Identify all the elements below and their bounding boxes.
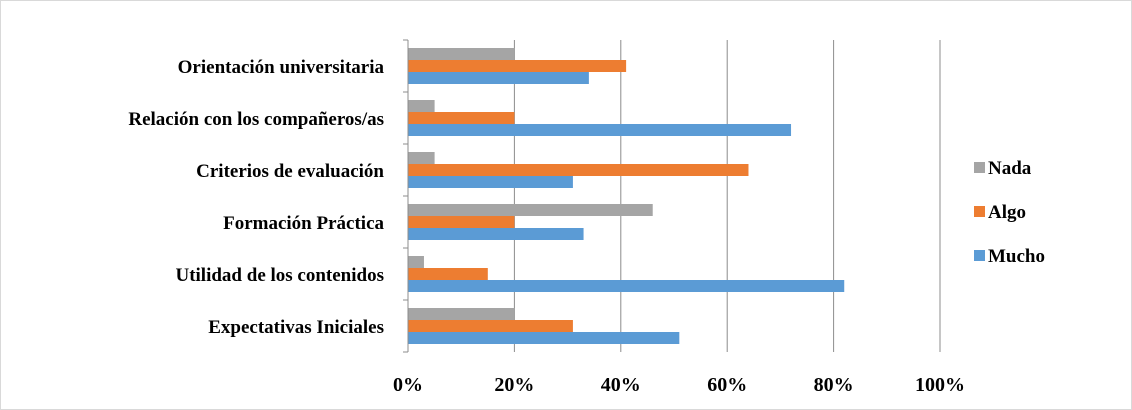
x-tick-label: 60%: [707, 374, 747, 396]
legend-label-mucho: Mucho: [988, 246, 1045, 267]
legend-swatch-mucho: [974, 250, 985, 261]
bar-mucho-utilidad-de-los-contenidos: [408, 280, 844, 292]
x-tick-label: 0%: [393, 374, 423, 396]
bar-nada-orientacion-universitaria: [408, 48, 514, 60]
bar-nada-utilidad-de-los-contenidos: [408, 256, 424, 268]
category-label: Relación con los compañeros/as: [128, 109, 384, 130]
bar-algo-relacion-con-los-companeros-as: [408, 112, 514, 124]
bar-mucho-orientacion-universitaria: [408, 72, 589, 84]
bar-nada-formacion-practica: [408, 204, 653, 216]
bar-nada-relacion-con-los-companeros-as: [408, 100, 435, 112]
bar-nada-expectativas-iniciales: [408, 308, 514, 320]
bar-algo-utilidad-de-los-contenidos: [408, 268, 488, 280]
bar-algo-formacion-practica: [408, 216, 514, 228]
legend-label-algo: Algo: [988, 202, 1026, 223]
x-tick-label: 80%: [814, 374, 854, 396]
x-tick-label: 40%: [601, 374, 641, 396]
bar-nada-criterios-de-evaluacion: [408, 152, 435, 164]
bar-algo-orientacion-universitaria: [408, 60, 626, 72]
bar-mucho-expectativas-iniciales: [408, 332, 679, 344]
bar-mucho-criterios-de-evaluacion: [408, 176, 573, 188]
category-label: Orientación universitaria: [178, 57, 385, 78]
bar-mucho-relacion-con-los-companeros-as: [408, 124, 791, 136]
category-label: Utilidad de los contenidos: [175, 265, 384, 286]
category-label: Criterios de evaluación: [196, 161, 384, 182]
legend-swatch-algo: [974, 206, 985, 217]
bar-algo-expectativas-iniciales: [408, 320, 573, 332]
category-label: Formación Práctica: [223, 213, 384, 234]
bar-mucho-formacion-practica: [408, 228, 584, 240]
category-label: Expectativas Iniciales: [208, 317, 384, 338]
x-tick-label: 20%: [494, 374, 534, 396]
legend-swatch-nada: [974, 162, 985, 173]
legend-label-nada: Nada: [988, 158, 1032, 179]
bar-algo-criterios-de-evaluacion: [408, 164, 748, 176]
x-tick-label: 100%: [915, 374, 965, 396]
